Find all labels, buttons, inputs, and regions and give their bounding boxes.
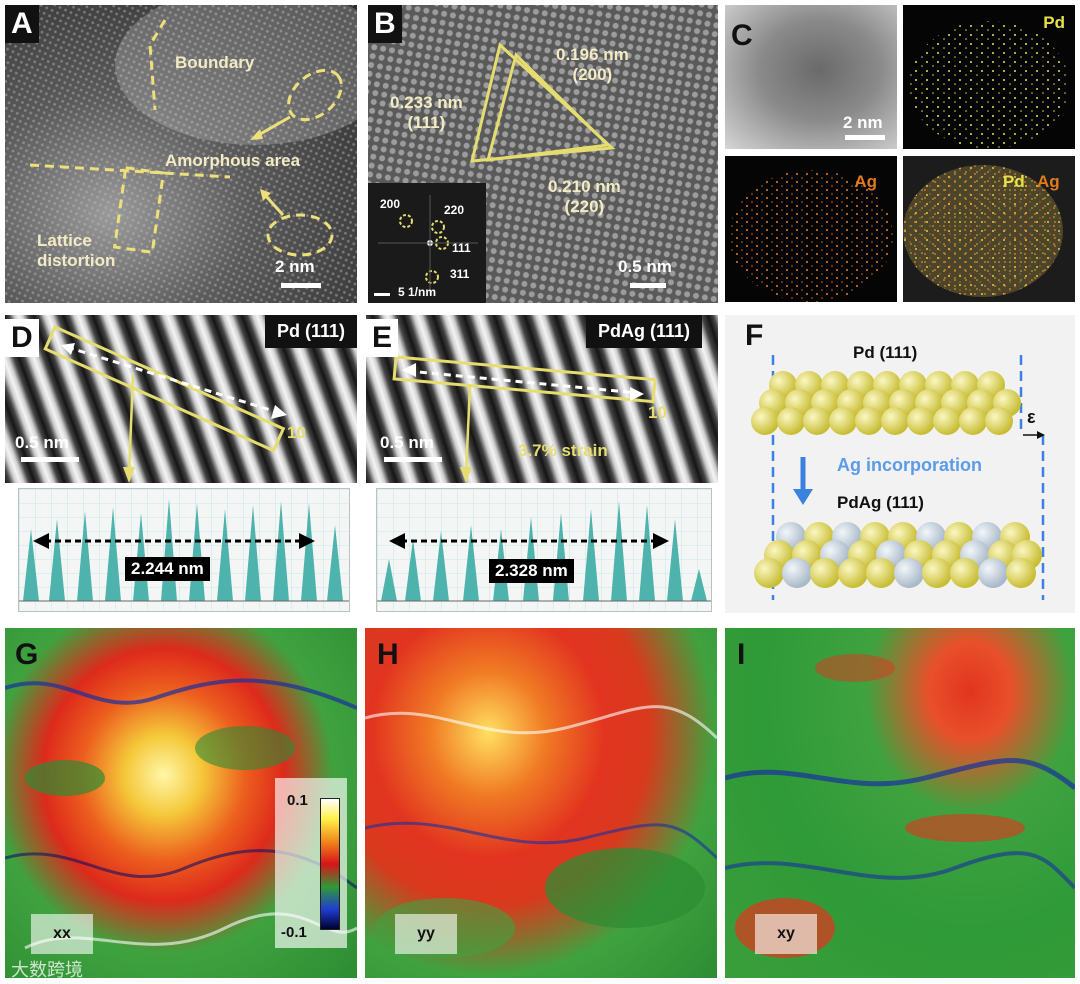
panel-e-annotations: [392, 355, 657, 483]
panel-b-scale-label: 0.5 nm: [618, 257, 672, 276]
panel-d-ifft-image: D Pd (111) 10 0.5 nm: [5, 315, 357, 483]
panel-d-tag: Pd (111): [264, 315, 357, 348]
panel-e-line-profile: 2.328 nm: [376, 488, 712, 612]
panel-c-scale-label: 2 nm: [843, 113, 883, 132]
fft-311-label: 311: [450, 267, 470, 281]
panel-d-line-profile: 2.244 nm: [18, 488, 350, 612]
panel-c-pd-map: Pd: [903, 5, 1075, 149]
fft-scale-bar: [374, 293, 390, 296]
panel-e-ifft-image: E PdAg (111) 10 3.7% strain 0.5 nm: [366, 315, 718, 483]
panel-d-scale-label: 0.5 nm: [15, 433, 69, 452]
panel-c-overlay-map: Pd Ag: [903, 156, 1075, 302]
lattice-distortion-label: Lattice distortion: [37, 231, 115, 272]
panel-e-profile-plot: [377, 489, 711, 611]
panel-a-annotations: [5, 5, 357, 303]
panel-h-component: yy: [395, 914, 457, 954]
panel-f-schematic: F Pd (111) Ag incorporation PdAg (111) ε: [725, 315, 1075, 613]
panel-a-letter: A: [5, 5, 39, 43]
fft-200-label: 200: [380, 197, 401, 211]
panel-d-annotations: [43, 325, 287, 483]
epsilon-label: ε: [1027, 407, 1036, 427]
panel-e-tag: PdAg (111): [585, 315, 702, 348]
panel-b-letter: B: [368, 5, 402, 43]
panel-e-letter: E: [366, 319, 399, 357]
panel-d-letter: D: [5, 319, 39, 357]
spacing-200-plane: (200): [572, 65, 613, 85]
panel-a-scale-label: 2 nm: [275, 257, 315, 276]
panel-e-distance: 2.328 nm: [489, 559, 574, 583]
panel-c-scale-bar: [845, 135, 885, 140]
spacing-111-label: 0.233 nm (111): [390, 93, 463, 134]
panel-a-haadf-image: A Boundary Amorphous area Lattice distor…: [5, 5, 357, 303]
amorphous-area-label: Amorphous area: [165, 151, 301, 170]
panel-b-annotations: [368, 5, 718, 303]
pd-map-dots: [909, 21, 1069, 149]
colorbar: 0.1 -0.1: [275, 778, 347, 948]
ag-map-dots: [729, 170, 893, 302]
panel-a-scale-bar: [281, 283, 321, 288]
panel-b-scale-bar: [630, 283, 666, 288]
spacing-200-value: 0.196 nm: [556, 45, 629, 64]
ag-incorporation-label: Ag incorporation: [837, 455, 982, 475]
watermark: 大数跨境: [11, 960, 83, 978]
fft-111-label: 111: [452, 241, 471, 255]
overlay-pd-label: Pd: [1003, 172, 1025, 191]
pd111-label: Pd (111): [853, 343, 918, 362]
panel-g-component: xx: [31, 914, 93, 954]
pdag111-label: PdAg (111): [837, 493, 924, 512]
panel-h-strain-map: H yy: [365, 628, 717, 978]
panel-i-letter: I: [737, 638, 746, 671]
panel-i-strain-map: I xy: [725, 628, 1075, 978]
panel-i-component: xy: [755, 914, 817, 954]
fft-220-label: 220: [444, 203, 465, 217]
panel-d-distance: 2.244 nm: [125, 557, 210, 581]
panel-c-haadf-tile: C 2 nm: [725, 5, 897, 149]
lattice-label-line1: Lattice: [37, 231, 92, 250]
panel-d-scale-bar: [21, 457, 79, 462]
pd-map-label: Pd: [1043, 13, 1065, 32]
panel-c-ag-map: Ag: [725, 156, 897, 302]
panel-e-count: 10: [648, 403, 667, 422]
lattice-label-line2: distortion: [37, 251, 116, 271]
panel-e-scale-bar: [384, 457, 442, 462]
spacing-200-label: 0.196 nm (200): [556, 45, 629, 86]
panel-e-strain: 3.7% strain: [518, 441, 608, 460]
spacing-220-value: 0.210 nm: [548, 177, 621, 196]
spacing-111-plane: (111): [407, 113, 446, 133]
panel-b-hrtem-image: B 0.233 nm (111) 0.196 nm (200) 0.210 nm…: [368, 5, 718, 303]
spacing-220-plane: (220): [564, 197, 605, 217]
panel-d-count: 10: [287, 423, 306, 442]
colorbar-min-label: -0.1: [281, 924, 307, 941]
panel-h-letter: H: [377, 638, 399, 671]
panel-f-letter: F: [745, 319, 764, 352]
spacing-220-label: 0.210 nm (220): [548, 177, 621, 218]
fft-scale-label: 5 1/nm: [398, 285, 437, 299]
overlay-map-dots: [903, 165, 1063, 297]
colorbar-max-label: 0.1: [287, 792, 308, 809]
colorbar-gradient: [320, 798, 340, 930]
panel-c-letter: C: [731, 19, 753, 52]
panel-f-atoms: [751, 355, 1045, 600]
panel-g-letter: G: [15, 638, 39, 671]
panel-d-profile-plot: [19, 489, 349, 611]
panel-g-strain-map: G 0.1 -0.1 xx 大数跨境: [5, 628, 357, 978]
spacing-111-value: 0.233 nm: [390, 93, 463, 112]
ag-map-label: Ag: [854, 172, 877, 191]
overlay-ag-label: Ag: [1037, 172, 1060, 191]
boundary-label: Boundary: [175, 53, 255, 72]
panel-e-scale-label: 0.5 nm: [380, 433, 434, 452]
